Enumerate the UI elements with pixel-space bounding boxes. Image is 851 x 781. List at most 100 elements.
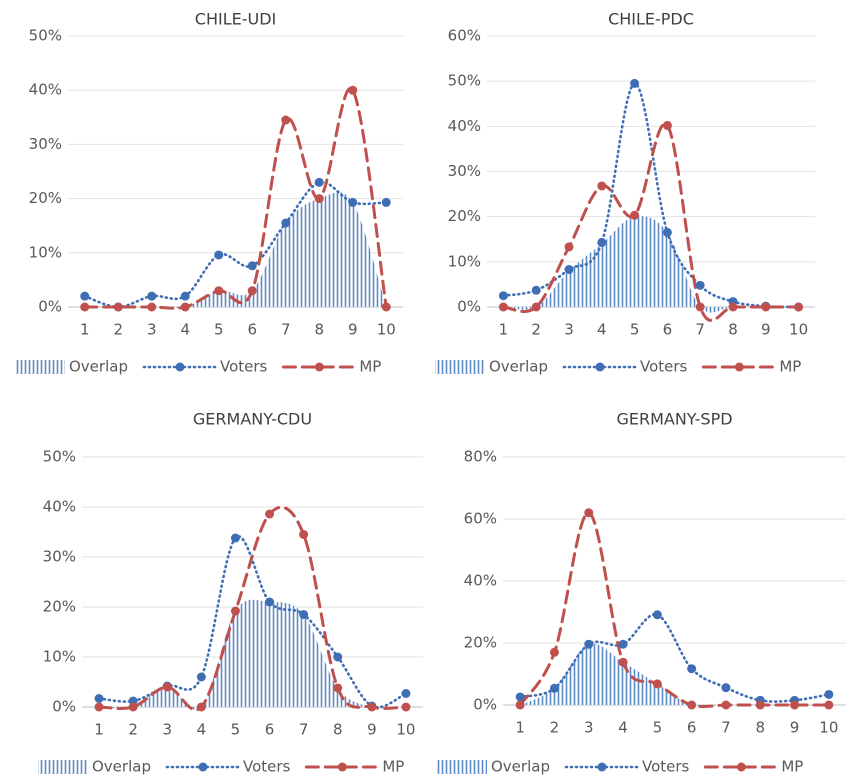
point-marker [299,610,309,619]
point-marker [824,700,834,710]
chart: GERMANY-SPD 0% 20% 40% 60% 80% 1 2 3 4 5 6 7 8 9 10 Over… [437,410,846,776]
x-tick-label: 7 [299,721,309,739]
x-tick-label: 6 [687,719,697,737]
y-tick-label: 0% [52,698,76,716]
x-tick-label: 10 [789,321,808,339]
chart-title: CHILE-UDI [195,10,276,29]
y-tick-label: 10% [29,243,62,261]
point-marker [147,291,157,301]
point-marker [630,78,640,88]
series-line [97,535,408,709]
point-marker [597,181,607,191]
point-marker [230,533,240,543]
x-tick-label: 2 [550,719,560,737]
point-marker [652,679,662,689]
point-marker [401,702,411,712]
y-tick-label: 20% [29,189,62,207]
legend-label: MP [359,358,381,376]
x-tick-label: 1 [80,321,90,339]
point-marker [333,652,343,662]
x-tick-label: 9 [367,721,377,739]
point-marker [564,265,574,275]
y-tick-label: 30% [29,135,62,153]
point-marker [695,280,705,290]
point-marker [597,237,607,247]
point-marker [180,291,190,301]
legend-label: Overlap [69,358,128,376]
point-marker [299,530,309,539]
point-marker [515,692,525,702]
legend-label: Voters [640,358,688,376]
y-tick-label: 20% [448,207,481,225]
x-tick-label: 5 [214,321,224,339]
x-tick-label: 7 [281,321,291,339]
y-tick-label: 0% [38,298,62,316]
point-marker [80,302,90,312]
x-tick-label: 1 [94,721,104,739]
y-tick-label: 0% [457,298,481,316]
y-tick-label: 40% [29,81,62,99]
x-tick-label: 2 [531,321,541,339]
x-tick-label: 1 [515,719,525,737]
legend-swatch [38,760,88,774]
y-tick-label: 40% [448,117,481,135]
x-tick-label: 6 [247,321,257,339]
point-marker [531,285,541,295]
chart: CHILE-PDC 0% 10% 20% 30% 40% 50% 60% 1 2 3 4 5 6 7 8 9 10… [435,10,815,376]
legend-marker [597,762,607,772]
point-marker [80,291,90,301]
point-marker [162,682,172,692]
point-marker [348,85,358,95]
point-marker [498,291,508,301]
point-marker [147,302,157,312]
point-marker [687,700,697,710]
point-marker [790,700,800,710]
x-tick-label: 7 [695,321,705,339]
legend-marker [337,762,347,772]
chart-title: GERMANY-SPD [616,410,732,429]
y-tick-label: 10% [43,648,76,666]
point-marker [128,702,138,712]
x-tick-label: 4 [197,721,207,739]
point-marker [515,700,525,710]
y-tick-label: 80% [464,448,497,466]
x-tick-label: 3 [584,719,594,737]
point-marker [314,194,324,204]
point-marker [94,694,104,703]
x-tick-label: 8 [333,721,343,739]
y-tick-label: 20% [464,634,497,652]
point-marker [281,115,291,125]
x-tick-label: 9 [790,719,800,737]
point-marker [549,683,559,693]
point-marker [630,210,640,220]
legend-marker [595,362,605,372]
point-marker [247,261,257,271]
point-marker [196,702,206,712]
legend-marker [736,762,746,772]
series-line [501,122,801,322]
x-tick-label: 6 [663,321,673,339]
x-tick-label: 10 [819,719,838,737]
x-tick-label: 10 [396,721,415,739]
overlap-area [99,599,406,710]
overlap-area [503,216,799,313]
x-tick-label: 10 [377,321,396,339]
legend-label: Voters [243,758,291,776]
chart: CHILE-UDI 0% 10% 20% 30% 40% 50% 1 2 3 4 5 6 7 8 9 10 Ove… [15,10,403,376]
legend-swatch [437,760,487,774]
point-marker [584,639,594,649]
point-marker [721,683,731,693]
legend-marker [314,362,324,372]
x-tick-label: 3 [564,321,574,339]
chart-title: CHILE-PDC [608,10,694,29]
y-tick-label: 30% [43,548,76,566]
chart-title: GERMANY-CDU [193,410,312,429]
point-marker [367,702,377,712]
point-marker [618,639,628,649]
point-marker [401,689,411,698]
point-marker [94,702,104,712]
y-tick-label: 20% [43,598,76,616]
legend-marker [734,362,744,372]
point-marker [549,647,559,657]
